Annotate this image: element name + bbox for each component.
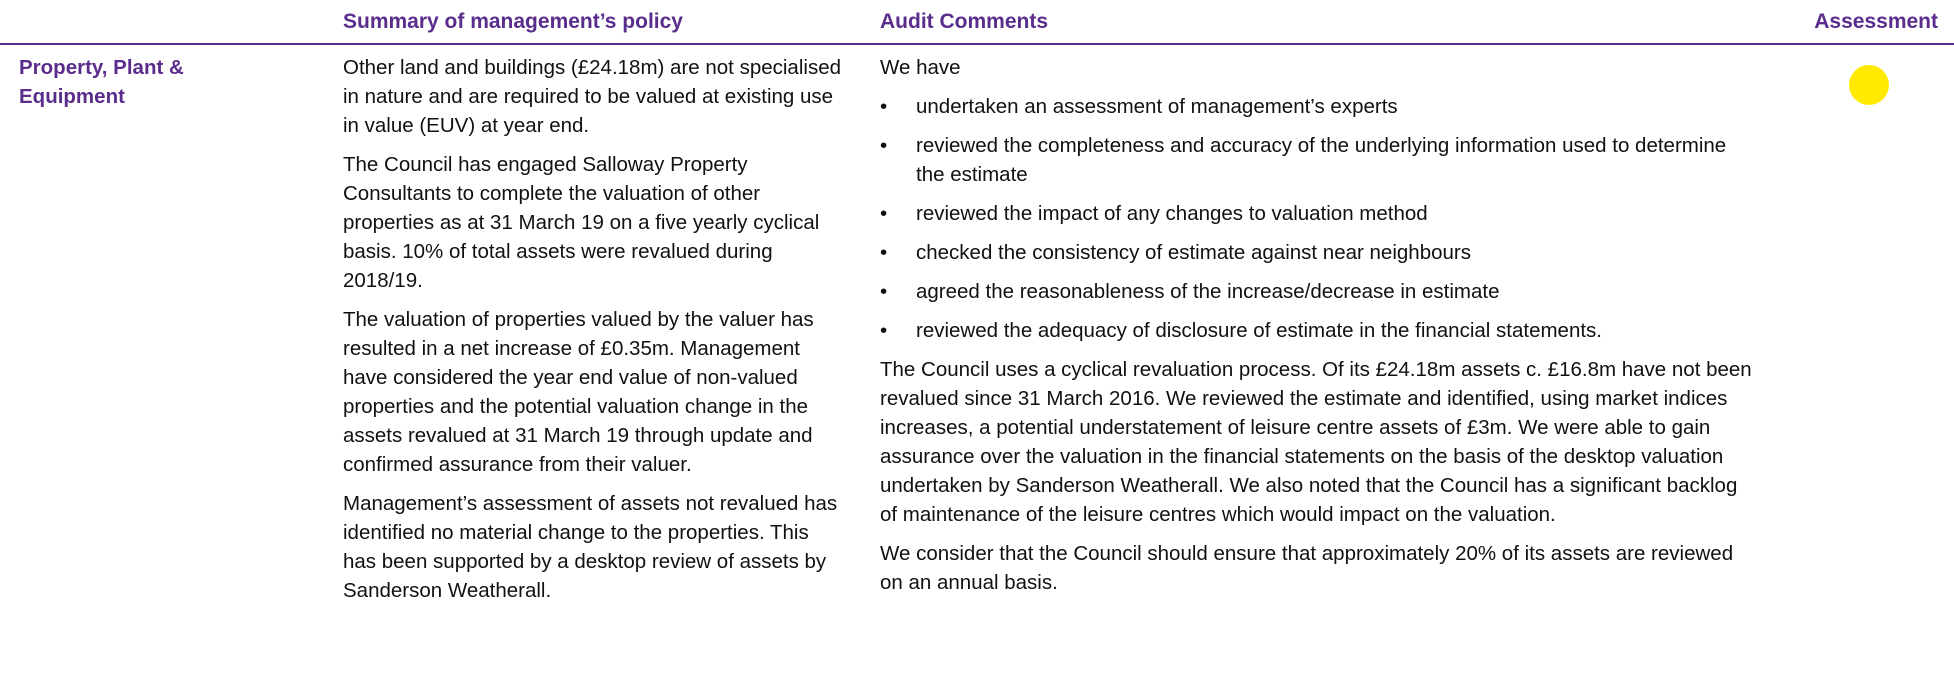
paragraph: Other land and buildings (£24.18m) are n… — [343, 56, 841, 137]
bullet: undertaken an assessment of management’s… — [880, 92, 1760, 121]
bullet: checked the consistency of estimate agai… — [880, 238, 1760, 267]
audit-comments: We have undertaken an assessment of mana… — [880, 53, 1760, 607]
bullet: reviewed the completeness and accuracy o… — [880, 131, 1760, 189]
policy: Other land and buildings (£24.18m) are n… — [343, 53, 843, 615]
header-rule — [0, 43, 1954, 45]
paragraph: We consider that the Council should ensu… — [880, 542, 1734, 594]
paragraph: The valuation of properties valued by th… — [343, 308, 814, 476]
category: Property, Plant & Equipment — [19, 56, 184, 108]
column-header: Audit Comments — [880, 10, 1048, 33]
column-header: Summary of management’s policy — [343, 10, 683, 33]
bullet: reviewed the adequacy of disclosure of e… — [880, 316, 1760, 345]
paragraph: The Council has engaged Salloway Propert… — [343, 153, 820, 292]
paragraph: The Council uses a cyclical revaluation … — [880, 358, 1752, 526]
column-header: Assessment — [1814, 10, 1938, 33]
assessment-indicator — [1849, 65, 1889, 105]
bullet: agreed the reasonableness of the increas… — [880, 277, 1760, 306]
bullet: reviewed the impact of any changes to va… — [880, 199, 1760, 228]
paragraph: Management’s assessment of assets not re… — [343, 492, 838, 602]
paragraph: We have — [880, 56, 961, 79]
